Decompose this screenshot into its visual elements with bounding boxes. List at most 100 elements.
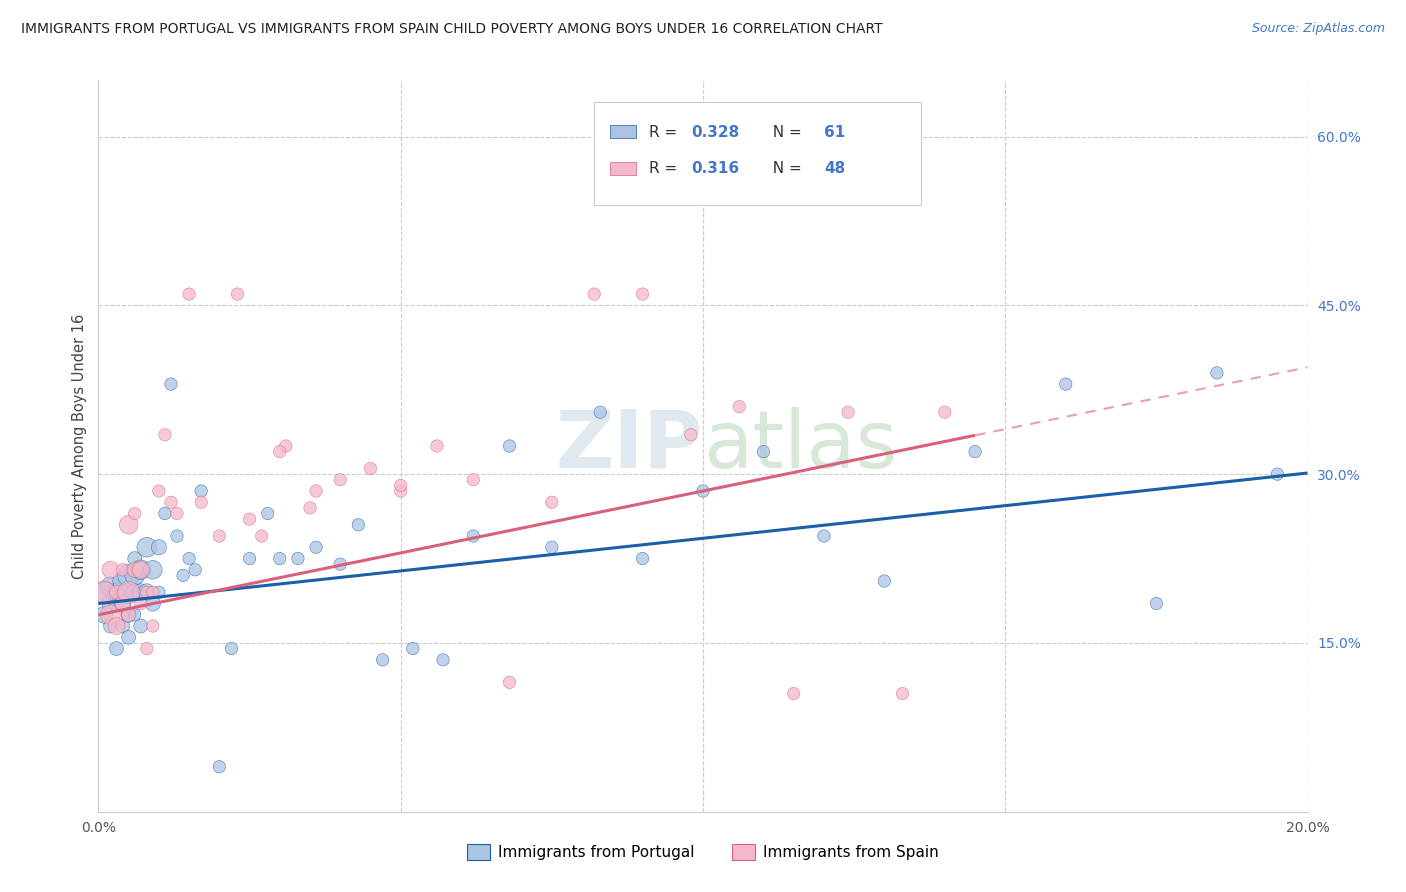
Point bbox=[142, 563, 165, 577]
Point bbox=[124, 563, 146, 577]
Point bbox=[135, 585, 157, 599]
Point bbox=[142, 619, 165, 633]
Point bbox=[111, 597, 134, 611]
Point bbox=[540, 495, 562, 509]
Point bbox=[153, 427, 176, 442]
Point bbox=[179, 287, 201, 301]
Text: Source: ZipAtlas.com: Source: ZipAtlas.com bbox=[1251, 22, 1385, 36]
Point bbox=[190, 483, 212, 498]
Point bbox=[184, 563, 207, 577]
Point bbox=[299, 500, 322, 515]
Text: 0.328: 0.328 bbox=[690, 125, 740, 140]
Point bbox=[148, 483, 170, 498]
Point bbox=[160, 495, 183, 509]
Point bbox=[269, 444, 291, 458]
Point bbox=[135, 541, 157, 555]
Text: IMMIGRANTS FROM PORTUGAL VS IMMIGRANTS FROM SPAIN CHILD POVERTY AMONG BOYS UNDER: IMMIGRANTS FROM PORTUGAL VS IMMIGRANTS F… bbox=[21, 22, 883, 37]
Point bbox=[111, 563, 134, 577]
Point bbox=[498, 439, 520, 453]
Point bbox=[256, 507, 278, 521]
Point bbox=[1054, 377, 1077, 392]
FancyBboxPatch shape bbox=[610, 161, 637, 175]
Point bbox=[129, 563, 152, 577]
Point bbox=[105, 619, 128, 633]
Point bbox=[129, 619, 152, 633]
Point bbox=[329, 557, 352, 571]
Text: N =: N = bbox=[763, 125, 807, 140]
Point bbox=[111, 619, 134, 633]
Point bbox=[111, 574, 134, 588]
Point bbox=[752, 444, 775, 458]
Point bbox=[540, 541, 562, 555]
Point bbox=[679, 427, 702, 442]
Point bbox=[160, 377, 183, 392]
Point bbox=[389, 483, 412, 498]
Point bbox=[371, 653, 394, 667]
Point bbox=[329, 473, 352, 487]
Point bbox=[965, 444, 987, 458]
Point bbox=[783, 687, 806, 701]
Point bbox=[305, 483, 328, 498]
Point bbox=[124, 585, 146, 599]
Point bbox=[129, 597, 152, 611]
Text: ZIP: ZIP bbox=[555, 407, 703, 485]
Point bbox=[269, 551, 291, 566]
Point bbox=[93, 607, 115, 622]
Point bbox=[226, 287, 249, 301]
Point bbox=[124, 607, 146, 622]
Point bbox=[105, 585, 128, 599]
Point bbox=[208, 529, 231, 543]
Point bbox=[389, 478, 412, 492]
Point bbox=[105, 597, 128, 611]
Legend: Immigrants from Portugal, Immigrants from Spain: Immigrants from Portugal, Immigrants fro… bbox=[461, 838, 945, 866]
Text: R =: R = bbox=[648, 161, 682, 177]
Point bbox=[221, 641, 243, 656]
Point bbox=[305, 541, 328, 555]
Y-axis label: Child Poverty Among Boys Under 16: Child Poverty Among Boys Under 16 bbox=[72, 313, 87, 579]
Point bbox=[239, 551, 262, 566]
Point bbox=[100, 563, 122, 577]
Text: 0.316: 0.316 bbox=[690, 161, 740, 177]
Point bbox=[432, 653, 454, 667]
Point bbox=[274, 439, 297, 453]
Point bbox=[118, 568, 141, 582]
Point bbox=[124, 568, 146, 582]
Point bbox=[837, 405, 859, 419]
Point bbox=[631, 551, 654, 566]
Point bbox=[135, 585, 157, 599]
Point bbox=[402, 641, 425, 656]
FancyBboxPatch shape bbox=[595, 103, 921, 204]
Point bbox=[129, 563, 152, 577]
Point bbox=[813, 529, 835, 543]
Point bbox=[692, 483, 714, 498]
Point bbox=[111, 597, 134, 611]
Point bbox=[100, 607, 122, 622]
Text: atlas: atlas bbox=[703, 407, 897, 485]
Point bbox=[1267, 467, 1289, 482]
Point bbox=[93, 585, 115, 599]
Point bbox=[934, 405, 956, 419]
Point bbox=[463, 529, 485, 543]
Text: R =: R = bbox=[648, 125, 682, 140]
Point bbox=[100, 619, 122, 633]
Point bbox=[1206, 366, 1229, 380]
Point bbox=[172, 568, 194, 582]
Point bbox=[118, 607, 141, 622]
Text: N =: N = bbox=[763, 161, 807, 177]
Text: 61: 61 bbox=[824, 125, 845, 140]
Point bbox=[124, 551, 146, 566]
Point bbox=[891, 687, 914, 701]
Point bbox=[118, 585, 141, 599]
Point bbox=[208, 760, 231, 774]
Point bbox=[589, 405, 612, 419]
Text: 48: 48 bbox=[824, 161, 845, 177]
Point bbox=[873, 574, 896, 588]
Point bbox=[124, 507, 146, 521]
FancyBboxPatch shape bbox=[610, 125, 637, 138]
Point bbox=[118, 607, 141, 622]
Point bbox=[118, 585, 141, 599]
Point bbox=[190, 495, 212, 509]
Point bbox=[105, 585, 128, 599]
Point bbox=[583, 287, 606, 301]
Point bbox=[100, 597, 122, 611]
